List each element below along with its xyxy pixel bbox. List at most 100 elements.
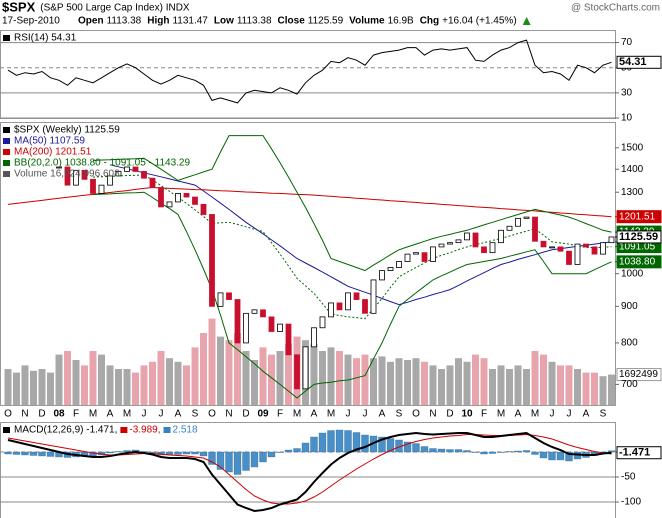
x-tick-label: A [515,409,522,420]
histogram-bar [318,432,327,453]
x-tick-label: A [311,409,318,420]
volume-bar [30,370,37,405]
quote-value: 1113.38 [237,16,272,27]
value-box-label: 1038.80 [619,256,656,267]
volume-bar [480,358,488,405]
value-box-label: 1125.59 [619,231,658,243]
candle [430,246,436,262]
histogram-bar [352,432,361,453]
volume-bar [319,351,326,405]
candle [260,309,266,318]
histogram-bar [335,429,344,453]
volume-bar [115,369,122,405]
legend-swatch [3,149,10,155]
volume-bar [395,358,403,405]
legend-swatch [120,427,128,433]
volume-bar [47,372,54,405]
candle [56,166,62,169]
candle [166,201,173,208]
legend-text: RSI(14) 54.31 [14,33,77,44]
volume-bar [183,365,190,405]
volume-bar [21,365,29,405]
volume-bar [548,361,556,405]
candle [98,184,105,194]
x-tick-label: 09 [257,409,269,420]
histogram-bar [522,450,531,453]
candle [379,270,385,281]
x-tick-label: J [363,409,368,420]
candle [608,236,615,244]
histogram-bar [403,441,412,453]
x-tick-label: O [412,409,420,420]
histogram-bar [514,450,522,453]
histogram-bar [114,451,123,453]
x-tick-label: J [346,409,351,420]
candle [566,250,572,265]
volume-bar [149,361,156,405]
y-tick-label: 10 [621,113,633,124]
quote-label: Close [278,16,306,27]
volume-bar [531,351,539,405]
histogram-bar [327,430,335,453]
volume-bar [472,354,479,405]
volume-bar [523,369,530,405]
volume-bar [327,347,335,405]
legend-text: MA(50) 1107.59 [14,136,85,147]
histogram-bar [4,451,12,455]
y-tick-label: 1000 [621,268,644,279]
candle [226,292,232,300]
y-tick-label: 800 [621,338,638,349]
histogram-bar [46,451,55,457]
candle [464,232,470,241]
volume-bar [463,361,471,405]
volume-bar [336,351,343,405]
x-tick-label: A [175,409,182,420]
volume-bar [285,343,292,405]
volume-bar [225,340,233,405]
candle [498,229,504,244]
x-tick-label: A [583,409,590,420]
volume-bar [4,369,12,405]
x-tick-label: M [327,409,335,420]
legend-text: Volume 16,924,996,608 [14,169,120,180]
x-tick-label: M [89,409,97,420]
legend-text: 2.518 [173,425,198,436]
histogram-bar [259,451,267,463]
histogram-bar [284,449,293,453]
candle [328,302,334,318]
histogram-bar [38,451,46,457]
histogram-bar [12,451,21,455]
histogram-bar [446,449,454,453]
x-tick-label: A [379,409,386,420]
candle [243,312,249,344]
volume-bar [429,365,437,405]
x-tick-label: F [481,409,487,420]
volume-bar [438,369,445,405]
volume-bar [387,361,394,405]
x-tick-label: D [242,409,249,420]
volume-bar [72,360,80,405]
value-box-label: 54.31 [619,56,647,68]
candle [557,246,564,252]
histogram-bar [607,450,616,453]
quote-value: 16.9B [388,16,414,27]
legend-swatch [3,138,10,144]
histogram-bar [378,436,386,453]
volume-bar [13,372,20,405]
candle [285,323,292,356]
candle [447,242,453,245]
histogram-bar [301,442,310,453]
volume-bar [489,369,496,405]
legend-text: $SPX (Weekly) 1125.59 [14,125,120,136]
candle [217,292,224,307]
candle [302,346,309,390]
value-box [616,230,662,244]
histogram-bar [267,451,276,458]
y-tick-label: 70 [621,37,633,48]
legend-text: BB(20,2.0) 1038.80 - 1091.05 - 1143.29 [14,158,190,169]
quote-value: 1125.59 [308,16,344,27]
volume-bar [574,369,581,405]
volume-bar [81,365,88,405]
histogram-bar [437,448,446,453]
